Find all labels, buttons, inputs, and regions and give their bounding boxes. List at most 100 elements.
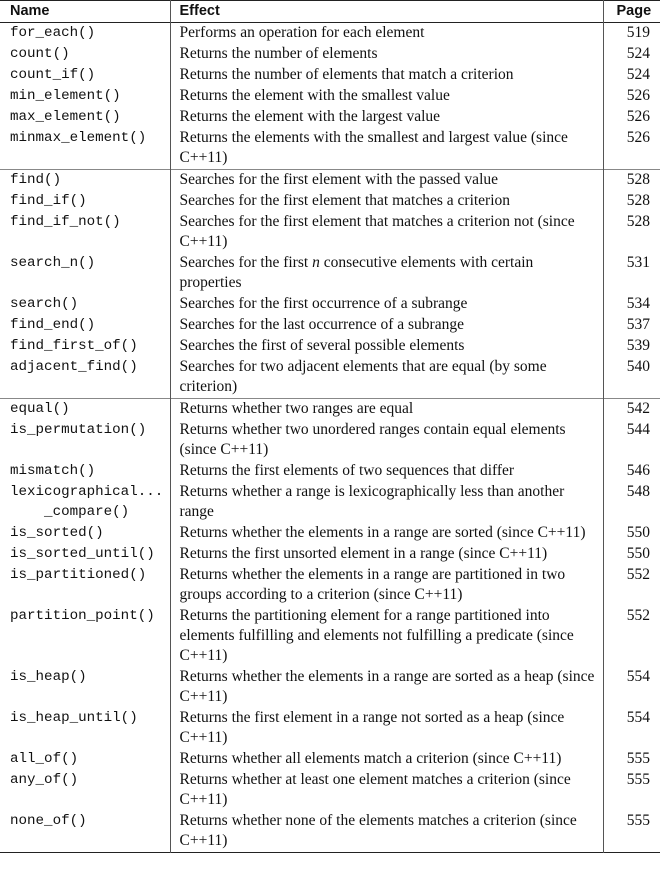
algorithm-name: equal() [10, 401, 70, 417]
page-number: 537 [602, 315, 660, 336]
algorithm-name: is_heap_until() [10, 710, 138, 726]
table-row: any_of() Returns whether at least one ele… [0, 770, 660, 811]
page-number: 528 [602, 169, 660, 191]
algorithm-effect: Returns the partitioning element for a r… [169, 606, 603, 667]
algorithm-effect: Returns the first element in a range not… [169, 708, 603, 749]
page-number: 526 [602, 128, 660, 170]
page-number: 550 [602, 544, 660, 565]
table-row: minmax_element() Returns the elements wit… [0, 128, 660, 170]
algorithm-effect: Returns the element with the largest val… [169, 107, 603, 128]
page-number: 552 [602, 565, 660, 606]
table-row: find_if_not() Searches for the first elem… [0, 212, 660, 253]
algorithm-name: adjacent_find() [10, 359, 138, 375]
algorithm-effect: Returns the number of elements that matc… [169, 65, 603, 86]
algorithm-effect: Returns whether a range is lexicographic… [169, 482, 603, 523]
algorithm-name: count_if() [10, 67, 96, 83]
table-row: is_heap_until() Returns the first element… [0, 708, 660, 749]
algorithm-name: find_if_not() [10, 214, 121, 230]
algorithm-effect: Searches the first of several possible e… [169, 336, 603, 357]
algorithm-name: any_of() [10, 772, 79, 788]
table-row: is_sorted_until() Returns the first unsor… [0, 544, 660, 565]
table-row: all_of() Returns whether all elements mat… [0, 749, 660, 770]
algorithm-effect: Returns whether two ranges are equal [169, 398, 603, 420]
algorithm-effect: Returns the first elements of two sequen… [169, 461, 603, 482]
header-row: Name Effect Page [0, 0, 660, 23]
algorithm-effect: Searches for the first element that matc… [169, 212, 603, 253]
algorithm-effect: Returns the elements with the smallest a… [169, 128, 603, 170]
page-column-header: Page [602, 0, 660, 23]
algorithm-effect: Searches for two adjacent elements that … [169, 357, 603, 399]
algorithm-effect: Returns whether two unordered ranges con… [169, 420, 603, 461]
page-number: 544 [602, 420, 660, 461]
page-number: 554 [602, 667, 660, 708]
table-row: search() Searches for the first occurrenc… [0, 294, 660, 315]
algorithm-name: is_sorted() [10, 525, 104, 541]
algorithm-name: is_sorted_until() [10, 546, 155, 562]
algorithm-name: search_n() [10, 255, 96, 271]
page-number: 546 [602, 461, 660, 482]
page-number: 526 [602, 86, 660, 107]
algorithm-effect: Performs an operation for each element [169, 22, 603, 44]
page-number: 552 [602, 606, 660, 667]
algorithm-name: for_each() [10, 25, 96, 41]
page-number: 526 [602, 107, 660, 128]
algorithm-effect: Returns whether all elements match a cri… [169, 749, 603, 770]
algorithm-effect: Returns whether the elements in a range … [169, 565, 603, 606]
algorithm-effect: Returns the number of elements [169, 44, 603, 65]
table-row: for_each() Performs an operation for each… [0, 22, 660, 44]
table-row: equal() Returns whether two ranges are eq… [0, 398, 660, 420]
algorithm-effect: Searches for the first element that matc… [169, 191, 603, 212]
page-number: 528 [602, 212, 660, 253]
table-row: find() Searches for the first element wit… [0, 169, 660, 191]
table-row: none_of() Returns whether none of the ele… [0, 811, 660, 853]
algorithm-name: is_permutation() [10, 422, 147, 438]
page-number: 555 [602, 811, 660, 853]
algorithm-effect: Returns the element with the smallest va… [169, 86, 603, 107]
page-number: 534 [602, 294, 660, 315]
name-column-header: Name [10, 3, 50, 19]
page-number: 519 [602, 22, 660, 44]
page-number: 531 [602, 253, 660, 294]
algorithm-effect: Returns whether none of the elements mat… [169, 811, 603, 853]
algorithm-name: min_element() [10, 88, 121, 104]
table-row: count() Returns the number of elements 524 [0, 44, 660, 65]
table-row: count_if() Returns the number of elements… [0, 65, 660, 86]
algorithm-name: is_partitioned() [10, 567, 147, 583]
algorithm-name: search() [10, 296, 79, 312]
algorithm-effect: Searches for the first n consecutive ele… [169, 253, 603, 294]
algorithm-name: max_element() [10, 109, 121, 125]
algorithm-name: find_end() [10, 317, 96, 333]
algorithm-name: find() [10, 172, 62, 188]
algorithms-table: Name Effect Page for_each() Performs an o… [0, 0, 660, 853]
table-row: is_partitioned() Returns whether the elem… [0, 565, 660, 606]
table-row: is_sorted() Returns whether the elements … [0, 523, 660, 544]
effect-italic-n: n [312, 254, 320, 271]
page-number: 542 [602, 398, 660, 420]
algorithm-name: none_of() [10, 813, 87, 829]
effect-text-start: Searches for the first [179, 254, 313, 271]
effect-text-end: consecutive elements with certain proper… [179, 254, 534, 291]
table-row: search_n() Searches for the first n conse… [0, 253, 660, 294]
algorithm-name: all_of() [10, 751, 79, 767]
table-row: lexicographical... _compare() Returns whe… [0, 482, 660, 523]
table-row: find_first_of() Searches the first of sev… [0, 336, 660, 357]
page-number: 554 [602, 708, 660, 749]
page-number: 555 [602, 749, 660, 770]
algorithm-name: count() [10, 46, 70, 62]
algorithm-name: is_heap() [10, 669, 87, 685]
algorithm-name: find_first_of() [10, 338, 138, 354]
algorithm-name: lexicographical... _compare() [10, 484, 164, 520]
page-number: 540 [602, 357, 660, 399]
algorithm-effect: Returns whether at least one element mat… [169, 770, 603, 811]
table-row: adjacent_find() Searches for two adjacent… [0, 357, 660, 399]
algorithm-effect: Searches for the last occurrence of a su… [169, 315, 603, 336]
algorithm-effect: Returns the first unsorted element in a … [169, 544, 603, 565]
page-number: 539 [602, 336, 660, 357]
algorithm-name: minmax_element() [10, 130, 147, 146]
algorithm-effect: Searches for the first occurrence of a s… [169, 294, 603, 315]
table-row: partition_point() Returns the partitionin… [0, 606, 660, 667]
algorithm-name: mismatch() [10, 463, 96, 479]
page-number: 548 [602, 482, 660, 523]
algorithm-name: find_if() [10, 193, 87, 209]
page-number: 555 [602, 770, 660, 811]
